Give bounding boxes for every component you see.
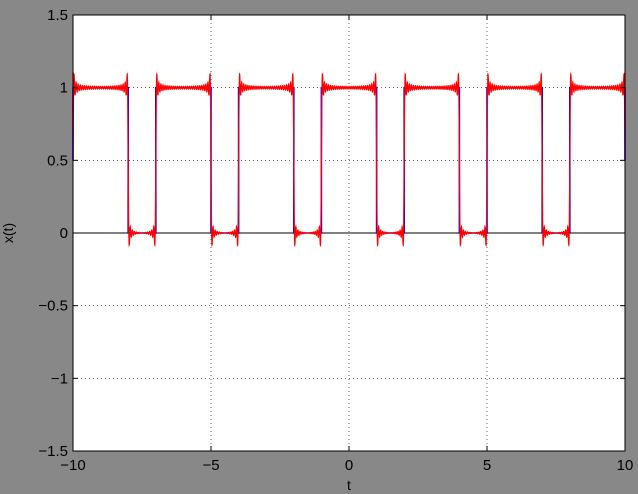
y-tick-label: 0	[60, 225, 68, 242]
y-tick-label: 1.5	[47, 7, 68, 24]
x-tick-label: 5	[483, 457, 491, 474]
x-tick-label: 0	[345, 457, 353, 474]
y-axis-label: x(t)	[0, 223, 16, 243]
y-tick-label: 0.5	[47, 152, 68, 169]
x-axis-label: t	[347, 477, 351, 493]
x-tick-label: −5	[202, 457, 219, 474]
x-axis-ticks: −10 −5 0 5 10	[60, 15, 633, 474]
y-tick-label: −1.5	[38, 443, 68, 460]
x-tick-label: −10	[60, 457, 85, 474]
fourier-approximation-line	[72, 72, 626, 247]
x-tick-label: 10	[617, 457, 634, 474]
y-tick-label: 1	[60, 80, 68, 97]
y-axis-ticks: −1.5 −1 −0.5 0 0.5 1 1.5	[38, 7, 625, 460]
y-tick-label: −0.5	[38, 298, 68, 315]
y-tick-label: −1	[51, 370, 68, 387]
